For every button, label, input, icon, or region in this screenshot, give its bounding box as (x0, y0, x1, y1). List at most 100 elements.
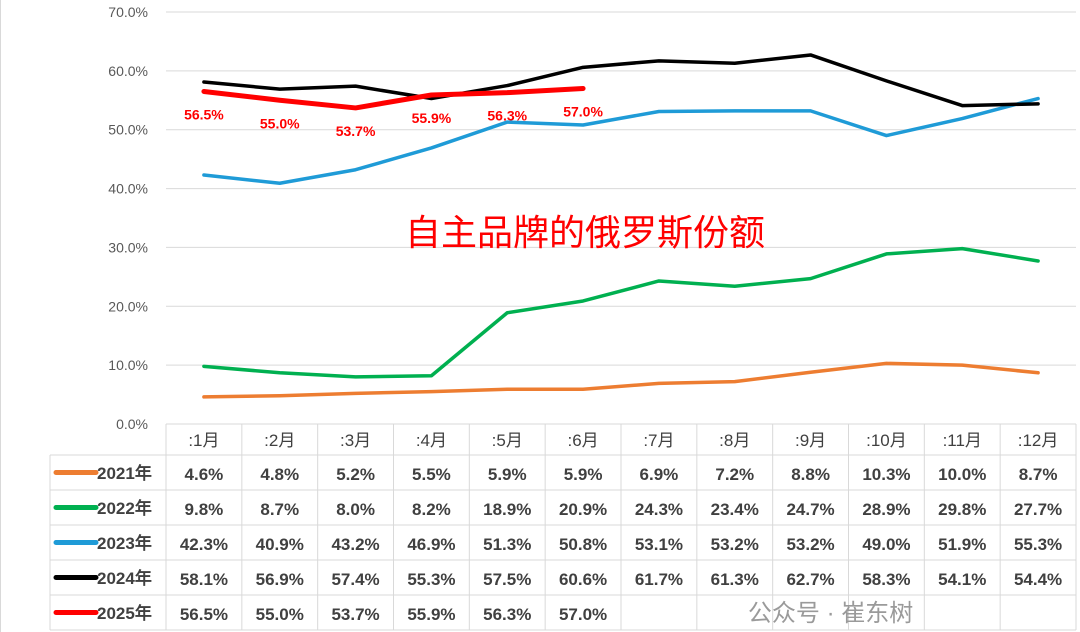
data-point (961, 117, 964, 120)
category-label: :9月 (795, 431, 826, 450)
data-point (885, 134, 888, 137)
category-label: :10月 (866, 431, 907, 450)
table-cell: 5.2% (336, 465, 375, 484)
table-cell: 51.3% (483, 535, 531, 554)
table-cell: 10.3% (862, 465, 910, 484)
data-point (582, 299, 585, 302)
data-point (582, 87, 585, 90)
y-tick-label: 50.0% (108, 122, 148, 138)
table-cell: 9.8% (185, 500, 224, 519)
data-label: 57.0% (563, 104, 603, 120)
data-point (278, 99, 281, 102)
data-point (506, 91, 509, 94)
data-point (961, 104, 964, 107)
table-cell: 8.0% (336, 500, 375, 519)
table-cell: 50.8% (559, 535, 607, 554)
y-tick-label: 10.0% (108, 357, 148, 373)
y-tick-label: 0.0% (116, 416, 148, 432)
table-cell: 55.9% (407, 605, 455, 624)
data-point (202, 395, 205, 398)
data-point (278, 88, 281, 91)
table-cell: 54.1% (938, 570, 986, 589)
data-point (506, 311, 509, 314)
table-cell: 5.9% (488, 465, 527, 484)
table-cell: 56.5% (180, 605, 228, 624)
data-point (430, 374, 433, 377)
data-point (354, 85, 357, 88)
data-label: 55.0% (260, 115, 300, 131)
table-cell: 4.8% (260, 465, 299, 484)
table-cell: 60.6% (559, 570, 607, 589)
data-label: 53.7% (336, 123, 376, 139)
y-tick-label: 60.0% (108, 63, 148, 79)
data-point (733, 285, 736, 288)
data-point (1037, 259, 1040, 262)
data-point (961, 247, 964, 250)
category-label: :4月 (416, 431, 447, 450)
table-cell: 43.2% (331, 535, 379, 554)
category-label: :11月 (943, 431, 982, 450)
data-point (430, 146, 433, 149)
data-point (582, 124, 585, 127)
category-label: :8月 (719, 431, 750, 450)
y-tick-label: 40.0% (108, 181, 148, 197)
data-point (354, 106, 357, 109)
table-cell: 7.2% (715, 465, 754, 484)
data-point (202, 174, 205, 177)
data-point (278, 182, 281, 185)
table-cell: 51.9% (938, 535, 986, 554)
table-cell: 5.5% (412, 465, 451, 484)
data-point (506, 84, 509, 87)
table-cell: 24.3% (635, 500, 683, 519)
data-point (809, 371, 812, 374)
data-point (354, 375, 357, 378)
table-cell: 46.9% (407, 535, 455, 554)
table-cell: 57.4% (331, 570, 379, 589)
data-point (809, 53, 812, 56)
table-cell: 8.8% (791, 465, 830, 484)
category-label: :2月 (264, 431, 295, 450)
table-cell: 54.4% (1014, 570, 1062, 589)
table-cell: 18.9% (483, 500, 531, 519)
table-cell: 53.2% (711, 535, 759, 554)
data-point (354, 392, 357, 395)
series-line-2024年 (202, 53, 1040, 108)
data-point (885, 79, 888, 82)
table-cell: 23.4% (711, 500, 759, 519)
series-line-2021年 (202, 361, 1040, 399)
data-point (506, 388, 509, 391)
table-cell: 10.0% (938, 465, 986, 484)
category-label: :3月 (340, 431, 371, 450)
data-point (961, 364, 964, 367)
table-cell: 53.2% (786, 535, 834, 554)
data-point (202, 90, 205, 93)
table-cell: 56.3% (483, 605, 531, 624)
table-cell: 20.9% (559, 500, 607, 519)
table-cell: 61.7% (635, 570, 683, 589)
data-point (430, 97, 433, 100)
data-point (733, 109, 736, 112)
data-point (885, 252, 888, 255)
data-point (430, 93, 433, 96)
data-point (506, 121, 509, 124)
legend-label: 2021年 (97, 463, 152, 483)
data-point (657, 279, 660, 282)
category-label: :6月 (567, 431, 598, 450)
data-point (1037, 102, 1040, 105)
table-cell: 8.7% (260, 500, 299, 519)
data-point (278, 371, 281, 374)
y-tick-label: 20.0% (108, 298, 148, 314)
category-label: :5月 (492, 431, 523, 450)
data-point (1037, 371, 1040, 374)
category-label: :12月 (1018, 431, 1059, 450)
data-point (657, 382, 660, 385)
table-cell: 24.7% (786, 500, 834, 519)
chart-title: 自主品牌的俄罗斯份额 (405, 212, 765, 253)
table-cell: 42.3% (180, 535, 228, 554)
data-point (278, 394, 281, 397)
category-label: :7月 (643, 431, 674, 450)
table-cell: 28.9% (862, 500, 910, 519)
legend-label: 2022年 (97, 498, 152, 518)
data-label: 56.5% (184, 106, 224, 122)
